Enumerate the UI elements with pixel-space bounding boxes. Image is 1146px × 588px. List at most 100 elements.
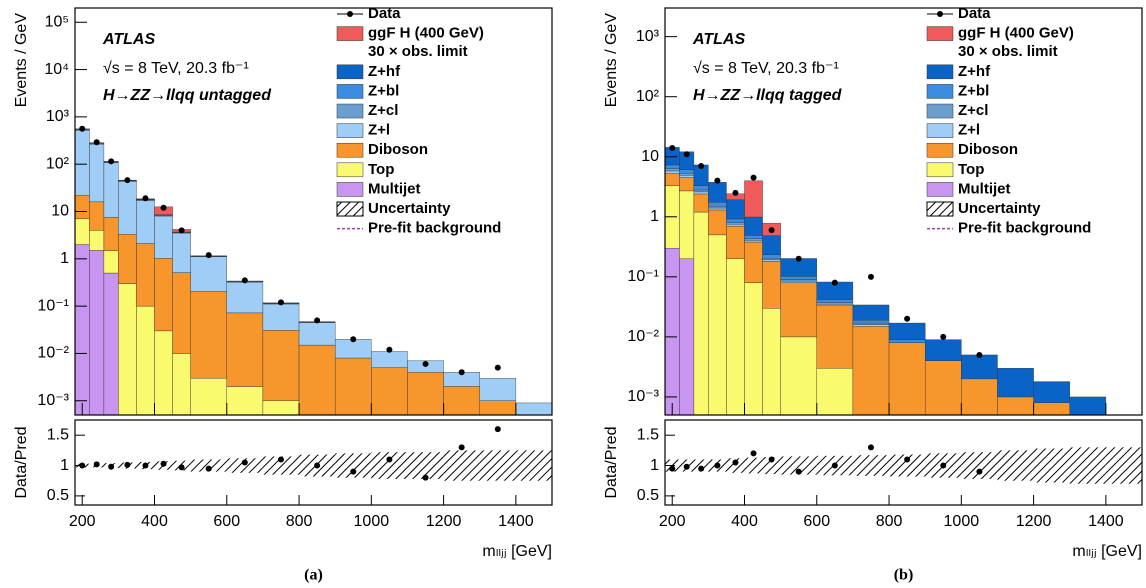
stack-segment bbox=[664, 164, 680, 169]
stack-segment bbox=[679, 175, 695, 178]
x-axis-title: mₗₗⱼⱼ [GeV] bbox=[1072, 543, 1142, 560]
uncertainty-band bbox=[190, 459, 227, 472]
stack-segment bbox=[726, 199, 745, 220]
x-tick-label: 600 bbox=[803, 513, 830, 530]
energy-label: √s = 8 TeV, 20.3 fb⁻¹ bbox=[103, 60, 249, 77]
stack-segment bbox=[479, 400, 517, 416]
legend-label: Z+bl bbox=[368, 82, 399, 99]
data-point bbox=[458, 369, 465, 376]
y-tick-label: 1 bbox=[650, 208, 659, 225]
stack-segment bbox=[118, 234, 137, 284]
stack-segment bbox=[262, 303, 300, 331]
uncertainty-band bbox=[262, 456, 300, 475]
uncertainty-band bbox=[1069, 447, 1106, 484]
stack-segment bbox=[726, 258, 745, 416]
stack-segment bbox=[708, 234, 727, 416]
ratio-axis-title: Data/Pred bbox=[603, 426, 620, 498]
stack-segment bbox=[679, 173, 695, 176]
stack-segment bbox=[679, 169, 695, 174]
ratio-point bbox=[108, 463, 115, 470]
data-point bbox=[277, 299, 284, 306]
uncertainty-band bbox=[371, 452, 408, 479]
legend-swatch bbox=[926, 64, 954, 80]
ratio-point bbox=[277, 456, 284, 463]
stack-segment bbox=[298, 322, 336, 346]
ratio-point bbox=[458, 444, 465, 451]
stack-segment bbox=[744, 180, 763, 218]
stack-segment bbox=[693, 211, 709, 416]
stack-segment bbox=[708, 207, 727, 211]
data-point bbox=[142, 195, 149, 202]
uncertainty-band bbox=[780, 456, 817, 475]
legend-label: Multijet bbox=[958, 180, 1011, 197]
panel: 10⁻³ 10⁻² 10⁻¹ 1 10 10² 10³ 0.5 1 1.5 200 400 600 800… bbox=[603, 5, 1143, 584]
legend-swatch bbox=[336, 84, 364, 99]
x-tick-label: 200 bbox=[659, 513, 686, 530]
stack-segment bbox=[103, 162, 119, 218]
stack-segment bbox=[744, 238, 763, 241]
stack-segment bbox=[172, 232, 191, 273]
data-point bbox=[124, 177, 131, 184]
stack-segment bbox=[1069, 396, 1107, 416]
stack-segment bbox=[708, 206, 727, 209]
stack-segment bbox=[371, 367, 408, 416]
stack-segment bbox=[190, 256, 227, 292]
stack-segment bbox=[1033, 402, 1070, 416]
stack-segment bbox=[136, 243, 155, 307]
stack-segment bbox=[226, 312, 264, 387]
stack-segment bbox=[89, 143, 105, 203]
y-tick-label: 10⁻¹ bbox=[37, 297, 69, 314]
stack-segment bbox=[924, 339, 962, 361]
stack-segment bbox=[118, 181, 137, 235]
data-point bbox=[108, 158, 115, 165]
stack-segment bbox=[744, 241, 763, 283]
stack-segment bbox=[664, 173, 680, 186]
legend-swatch bbox=[336, 182, 364, 197]
ratio-point bbox=[178, 464, 185, 471]
stack-segment bbox=[89, 230, 105, 251]
ratio-point bbox=[940, 462, 947, 469]
legend-label: Pre-fit background bbox=[958, 220, 1091, 237]
uncertainty-band bbox=[407, 452, 444, 479]
stack-segment bbox=[816, 302, 854, 305]
stack-segment bbox=[726, 222, 745, 225]
x-tick-label: 1000 bbox=[354, 513, 390, 530]
legend-swatch bbox=[926, 26, 954, 41]
panel: 10⁻³ 10⁻² 10⁻¹ 1 10 10² 10³ 10⁴ 10⁵ 0.5 1 1.5 200 400… bbox=[13, 5, 553, 584]
stack-segment bbox=[888, 342, 926, 416]
data-point bbox=[386, 346, 393, 353]
stack-segment bbox=[762, 254, 781, 259]
data-point bbox=[314, 317, 321, 324]
x-tick-label: 400 bbox=[731, 513, 758, 530]
legend-label: Uncertainty bbox=[958, 200, 1041, 217]
data-point bbox=[698, 163, 705, 170]
stack-segment bbox=[780, 336, 817, 416]
stack-segment bbox=[679, 177, 695, 192]
stack-segment bbox=[190, 291, 227, 379]
stack-segment bbox=[693, 193, 709, 213]
legend-label: Z+hf bbox=[368, 63, 401, 80]
uncertainty-band bbox=[479, 450, 516, 481]
stack-segment bbox=[997, 396, 1034, 416]
ratio-point bbox=[714, 462, 721, 469]
stack-segment bbox=[103, 250, 119, 274]
uncertainty-band bbox=[226, 458, 263, 473]
data-point bbox=[904, 315, 911, 322]
stack-segment bbox=[852, 319, 890, 324]
stack-segment bbox=[888, 322, 926, 340]
uncertainty-band bbox=[889, 454, 926, 477]
stack-segment bbox=[226, 281, 264, 314]
y-tick-label: 10⁴ bbox=[44, 61, 69, 78]
stack-segment bbox=[226, 386, 264, 416]
data-point bbox=[795, 255, 802, 262]
y-axis-title: Events / GeV bbox=[603, 13, 620, 108]
legend-label: Z+l bbox=[368, 122, 390, 139]
legend-data-dot bbox=[347, 11, 353, 17]
y-tick-label: 10⁻³ bbox=[627, 388, 659, 405]
atlas-label: ATLAS bbox=[102, 31, 155, 48]
legend-label: Uncertainty bbox=[368, 200, 451, 217]
data-point bbox=[494, 364, 501, 371]
ratio-point bbox=[683, 463, 690, 470]
x-tick-label: 800 bbox=[286, 513, 313, 530]
x-tick-label: 400 bbox=[141, 513, 168, 530]
